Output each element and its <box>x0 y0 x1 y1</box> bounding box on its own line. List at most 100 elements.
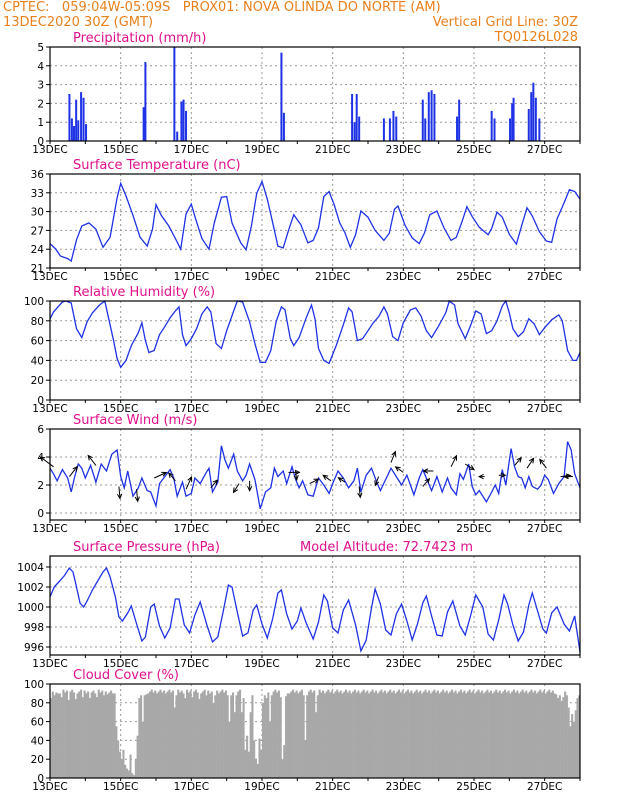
precip-bar <box>70 118 73 141</box>
precip-bar <box>173 47 176 141</box>
cloud-bar <box>539 689 542 778</box>
wind-arrow-head <box>337 477 344 483</box>
panel-frame <box>49 555 581 656</box>
precip-bar <box>392 110 395 141</box>
cloud-bar <box>562 697 565 778</box>
cloud-bar <box>472 690 475 778</box>
cloud-bar <box>557 698 560 778</box>
cloud-bar <box>168 689 171 778</box>
y-tick-label: 80 <box>31 698 44 710</box>
wind-arrow-head <box>529 457 535 464</box>
cloud-bar <box>233 712 236 778</box>
cloud-bar <box>569 726 572 778</box>
cloud-bar <box>87 691 90 778</box>
panel-title: Surface Pressure (hPa) <box>73 540 220 555</box>
cloud-bar <box>549 692 553 778</box>
x-tick-label: 13DEC <box>32 144 67 156</box>
wind-arrow-head <box>322 474 329 480</box>
panel-title: Cloud Cover (%) <box>73 668 179 683</box>
cloud-bar <box>147 693 150 778</box>
y-tick-label: 20 <box>31 754 44 766</box>
wind-arrow-head <box>391 450 397 457</box>
y-tick-label: 27 <box>31 225 44 237</box>
panel-frame <box>49 300 581 401</box>
x-tick-label: 17DEC <box>174 271 209 283</box>
cloud-bar <box>214 695 217 778</box>
cloud-bar <box>489 690 492 778</box>
x-tick-label: 23DEC <box>386 403 421 415</box>
cloud-bar <box>574 710 577 778</box>
precip-bar <box>433 94 436 141</box>
cloud-bar <box>433 689 436 778</box>
cloud-bar <box>495 689 498 778</box>
cloud-bar <box>385 693 388 778</box>
cloud-bar <box>438 693 441 778</box>
cloud-bar <box>442 689 445 778</box>
cloud-bar <box>159 689 162 778</box>
cloud-bar <box>514 692 517 778</box>
x-tick-label: 21DEC <box>315 403 350 415</box>
wind-arrow-head <box>313 478 320 484</box>
cloud-bar <box>212 702 215 778</box>
cloud-bar <box>403 693 406 778</box>
cloud-bar <box>383 690 386 778</box>
cloud-bar <box>129 754 132 778</box>
cloud-bar <box>406 689 409 778</box>
cloud-bar <box>60 697 63 778</box>
x-tick-label: 17DEC <box>174 658 209 670</box>
cloud-bar <box>201 691 204 778</box>
cloud-bar <box>200 693 203 778</box>
cloud-bar <box>493 691 496 778</box>
precip-bar <box>430 90 433 141</box>
cloud-bar <box>558 695 561 778</box>
wind-arrow <box>154 472 167 479</box>
wind-arrow-head <box>468 465 475 471</box>
cloud-bar <box>337 692 341 778</box>
cloud-bar <box>260 749 263 778</box>
cloud-bar <box>117 740 120 778</box>
cloud-bar <box>323 693 326 778</box>
precip-bar <box>144 62 147 141</box>
cloud-bar <box>555 694 558 778</box>
precip-bar <box>458 99 461 141</box>
cloud-bar <box>154 690 157 778</box>
x-tick-label: 19DEC <box>244 403 279 415</box>
cloud-bar <box>244 749 247 778</box>
x-tick-label: 23DEC <box>386 658 421 670</box>
precip-bar <box>80 92 83 141</box>
cloud-bar <box>184 698 187 778</box>
cloud-bar <box>482 693 485 778</box>
wind-arrow <box>422 478 430 487</box>
cloud-bar <box>452 692 455 778</box>
cloud-bar <box>565 695 568 778</box>
wind-arrow <box>136 489 139 502</box>
cloud-bar <box>292 689 295 778</box>
cloud-bar <box>518 693 521 778</box>
cloud-bar <box>156 693 159 778</box>
cloud-bar <box>131 773 134 778</box>
x-tick-label: 25DEC <box>456 271 491 283</box>
wind-arrow-head <box>116 493 123 500</box>
x-tick-label: 15DEC <box>103 658 138 670</box>
cloud-bar <box>284 696 288 778</box>
wind-arrow-head <box>562 473 569 480</box>
x-tick-label: 15DEC <box>103 523 138 535</box>
cloud-bar <box>470 692 473 778</box>
wind-arrow <box>450 455 457 468</box>
wind-arrow <box>185 476 192 490</box>
cloud-bar <box>196 692 199 778</box>
cloud-bar <box>459 689 462 778</box>
precip-bar <box>490 110 493 141</box>
wind-arrow <box>358 486 361 498</box>
cloud-bar <box>251 695 254 778</box>
x-tick-label: 25DEC <box>456 144 491 156</box>
y-tick-label: 0 <box>37 395 44 407</box>
x-tick-label: 17DEC <box>174 403 209 415</box>
cloud-bar <box>81 697 84 778</box>
x-tick-label: 23DEC <box>386 271 421 283</box>
cloud-bar <box>242 698 245 778</box>
cloud-bar <box>150 689 153 778</box>
cloud-bar <box>269 721 272 778</box>
precip-bar <box>358 116 361 141</box>
cloud-bar <box>355 692 358 778</box>
